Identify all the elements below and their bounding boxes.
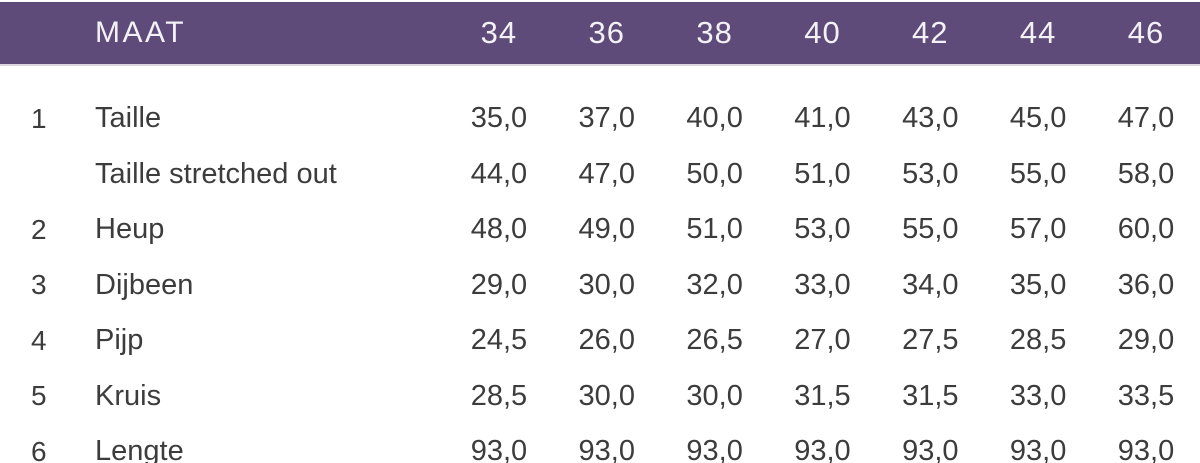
- cell-value: 93,0: [470, 435, 528, 463]
- cell-value: 48,0: [470, 213, 528, 246]
- cell-value: 27,0: [794, 324, 851, 357]
- cell-value: 51,0: [794, 157, 851, 190]
- size-chart-title: MAAT: [62, 2, 445, 66]
- table-row: 2 Heup 48,0 49,0 51,0 53,0 55,0 57,0 60,…: [0, 202, 1200, 258]
- cell-value: 34,0: [902, 268, 959, 301]
- cell-value: 28,5: [470, 379, 528, 412]
- cell-value: 30,0: [578, 268, 635, 301]
- cell-value: 93,0: [578, 435, 635, 463]
- row-label: Taille: [95, 102, 162, 135]
- header-row: MAAT 34 36 38 40 42 44 46: [0, 2, 1200, 66]
- row-number: 5: [31, 380, 47, 412]
- cell-value: 93,0: [1117, 435, 1175, 463]
- cell-value: 24,5: [470, 324, 528, 357]
- cell-value: 93,0: [1009, 435, 1067, 463]
- size-column-header: 44: [984, 2, 1093, 66]
- cell-value: 55,0: [1009, 157, 1067, 190]
- cell-value: 93,0: [686, 435, 743, 463]
- cell-value: 60,0: [1117, 213, 1175, 246]
- cell-value: 27,5: [902, 324, 959, 357]
- cell-value: 50,0: [686, 157, 743, 190]
- row-number: 2: [31, 213, 47, 245]
- cell-value: 51,0: [686, 213, 743, 246]
- cell-value: 43,0: [902, 102, 959, 135]
- size-chart-body: 1 Taille 35,0 37,0 40,0 41,0 43,0 45,0 4…: [0, 65, 1200, 463]
- size-column-header: 34: [445, 2, 553, 66]
- table-row: 5 Kruis 28,5 30,0 30,0 31,5 31,5 33,0 33…: [0, 369, 1200, 425]
- cell-value: 35,0: [470, 102, 528, 135]
- cell-value: 45,0: [1009, 102, 1067, 135]
- cell-value: 28,5: [1009, 324, 1067, 357]
- size-column-header: 42: [876, 2, 985, 66]
- row-label: Dijbeen: [95, 268, 194, 301]
- size-column-header: 40: [768, 2, 877, 66]
- cell-value: 36,0: [1117, 268, 1175, 301]
- cell-value: 33,5: [1117, 379, 1175, 412]
- size-column-header: 46: [1092, 2, 1200, 66]
- row-label: Pijp: [95, 324, 144, 357]
- cell-value: 47,0: [578, 157, 635, 190]
- cell-value: 57,0: [1009, 213, 1067, 246]
- cell-value: 31,5: [902, 379, 959, 412]
- cell-value: 29,0: [470, 268, 528, 301]
- cell-value: 44,0: [470, 157, 528, 190]
- table-row: 4 Pijp 24,5 26,0 26,5 27,0 27,5 28,5 29,…: [0, 313, 1200, 369]
- cell-value: 93,0: [902, 435, 959, 463]
- cell-value: 55,0: [902, 213, 959, 246]
- row-label: Lengte: [95, 435, 184, 463]
- row-label: Kruis: [95, 379, 162, 412]
- cell-value: 35,0: [1009, 268, 1067, 301]
- size-chart-header: MAAT 34 36 38 40 42 44 46: [0, 2, 1200, 66]
- cell-value: 49,0: [578, 213, 635, 246]
- cell-value: 53,0: [794, 213, 851, 246]
- cell-value: 32,0: [686, 268, 743, 301]
- cell-value: 58,0: [1117, 157, 1175, 190]
- cell-value: 26,0: [578, 324, 635, 357]
- row-number: 3: [31, 269, 47, 301]
- cell-value: 30,0: [686, 379, 743, 412]
- row-number: [0, 147, 62, 203]
- cell-value: 93,0: [794, 435, 851, 463]
- cell-value: 37,0: [578, 102, 635, 135]
- table-row: 1 Taille 35,0 37,0 40,0 41,0 43,0 45,0 4…: [0, 91, 1200, 147]
- cell-value: 40,0: [686, 102, 743, 135]
- cell-value: 47,0: [1117, 102, 1175, 135]
- size-column-header: 38: [660, 2, 769, 66]
- table-row: 3 Dijbeen 29,0 30,0 32,0 33,0 34,0 35,0 …: [0, 258, 1200, 314]
- row-label: Taille stretched out: [95, 157, 337, 190]
- cell-value: 31,5: [794, 379, 851, 412]
- cell-value: 26,5: [686, 324, 743, 357]
- row-number: 1: [31, 102, 47, 134]
- table-row: Taille stretched out 44,0 47,0 50,0 51,0…: [0, 147, 1200, 203]
- cell-value: 30,0: [578, 379, 635, 412]
- cell-value: 53,0: [902, 157, 959, 190]
- empty-header-cell: [0, 2, 62, 66]
- size-column-header: 36: [552, 2, 661, 66]
- row-number: 4: [31, 324, 47, 356]
- row-label: Heup: [95, 213, 165, 246]
- cell-value: 33,0: [1009, 379, 1067, 412]
- cell-value: 29,0: [1117, 324, 1175, 357]
- cell-value: 41,0: [794, 102, 851, 135]
- row-number: 6: [31, 435, 47, 463]
- table-row: 6 Lengte 93,0 93,0 93,0 93,0 93,0 93,0 9…: [0, 424, 1200, 463]
- cell-value: 33,0: [794, 268, 851, 301]
